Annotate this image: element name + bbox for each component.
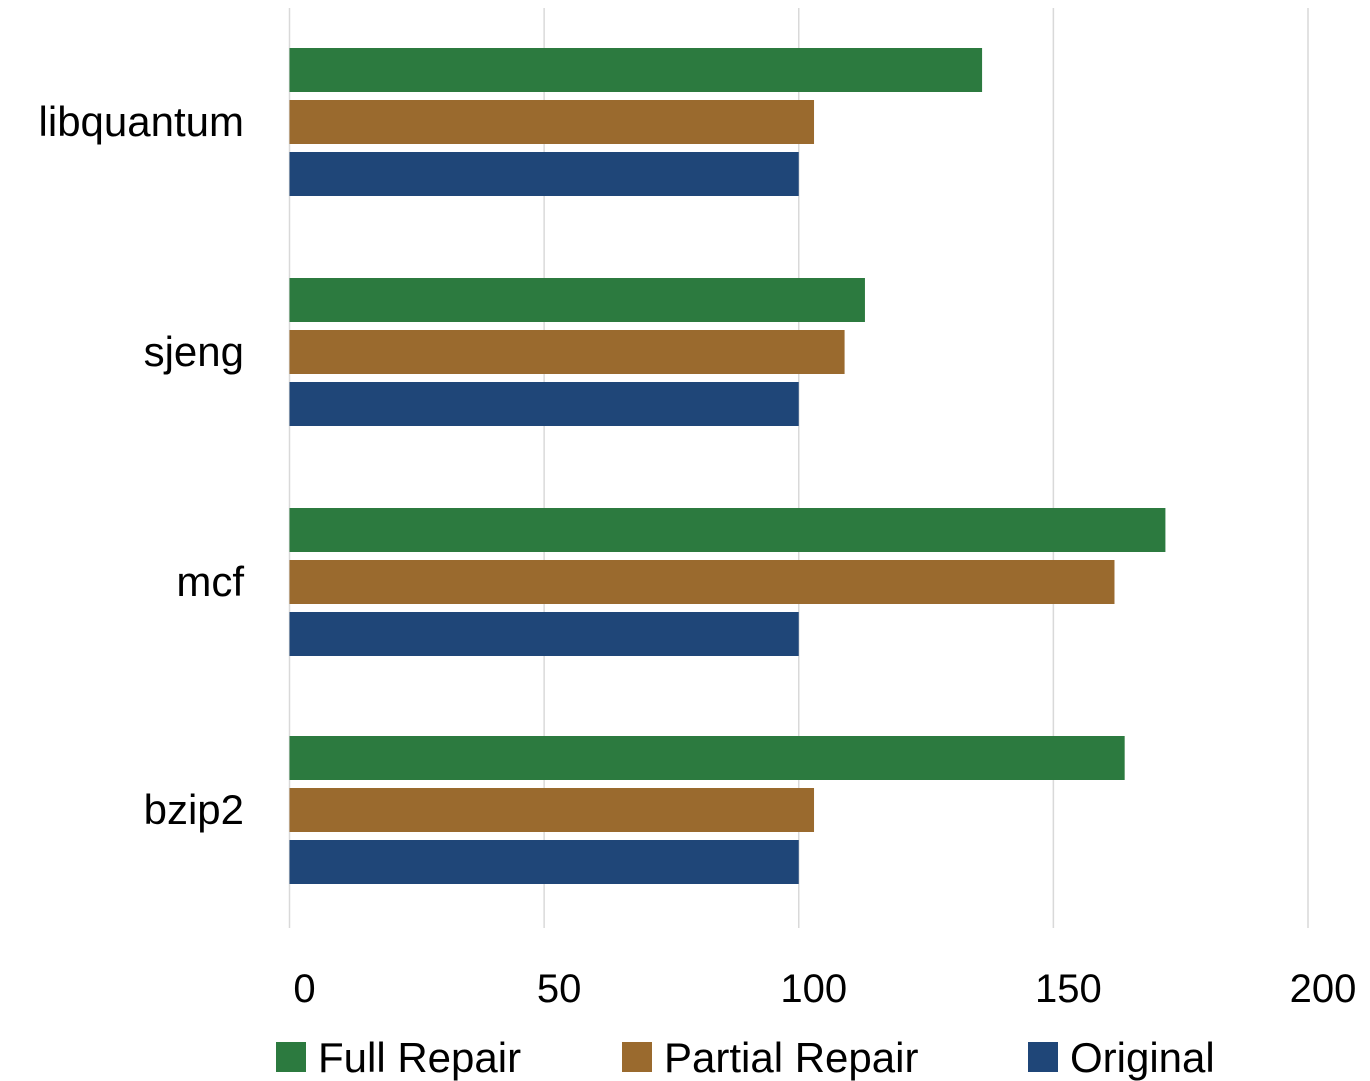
bar-original-libquantum bbox=[289, 152, 799, 196]
x-tick-label: 150 bbox=[1035, 967, 1102, 1011]
legend-swatch bbox=[1028, 1042, 1058, 1072]
category-label: mcf bbox=[176, 558, 244, 605]
legend-label: Full Repair bbox=[318, 1034, 521, 1081]
x-tick-label: 200 bbox=[1290, 967, 1357, 1011]
legend-label: Original bbox=[1070, 1034, 1215, 1081]
bar-original-sjeng bbox=[289, 382, 799, 426]
x-tick-label: 0 bbox=[293, 967, 315, 1011]
legend: Full Repair Partial Repair Original bbox=[276, 1034, 1215, 1081]
bar-full-repair-libquantum bbox=[289, 48, 983, 92]
bar-original-mcf bbox=[289, 612, 799, 656]
x-tick-label: 50 bbox=[537, 967, 582, 1011]
x-tick-label: 100 bbox=[780, 967, 847, 1011]
legend-swatch bbox=[276, 1042, 306, 1072]
bar-full-repair-bzip2 bbox=[289, 736, 1125, 780]
bar-partial-repair-libquantum bbox=[289, 100, 815, 144]
category-label: sjeng bbox=[144, 328, 244, 375]
bar-full-repair-mcf bbox=[289, 508, 1166, 552]
category-labels: libquantum sjeng mcf bzip2 bbox=[39, 98, 245, 833]
bar-partial-repair-bzip2 bbox=[289, 788, 815, 832]
bars bbox=[289, 48, 1166, 884]
bar-partial-repair-mcf bbox=[289, 560, 1115, 604]
category-label: libquantum bbox=[39, 98, 244, 145]
category-label: bzip2 bbox=[144, 786, 244, 833]
legend-label: Partial Repair bbox=[664, 1034, 918, 1081]
bar-original-bzip2 bbox=[289, 840, 799, 884]
bar-partial-repair-sjeng bbox=[289, 330, 845, 374]
legend-swatch bbox=[622, 1042, 652, 1072]
bar-full-repair-sjeng bbox=[289, 278, 865, 322]
x-tick-labels: 0 50 100 150 200 bbox=[293, 967, 1356, 1011]
